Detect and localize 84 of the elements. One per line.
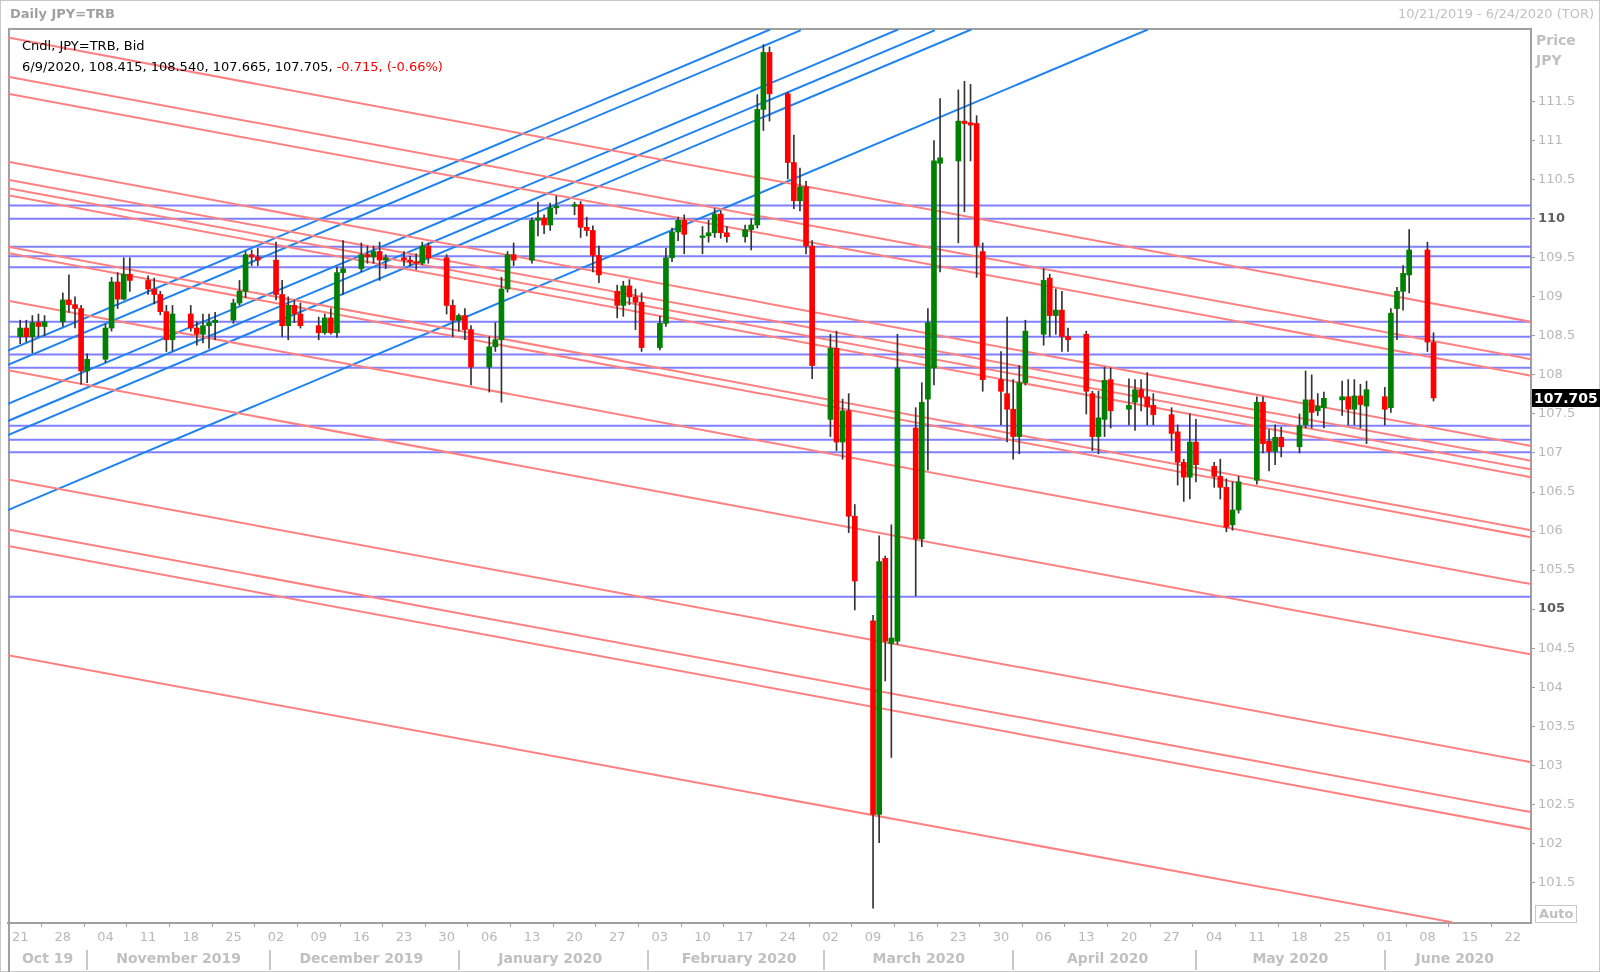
- x-tick-label: 08: [1419, 929, 1436, 945]
- x-tick-label: 23: [950, 929, 967, 945]
- x-tick-label: 06: [1035, 929, 1052, 945]
- x-tick-label: 11: [139, 929, 157, 945]
- x-tick-label: 30: [992, 929, 1010, 945]
- x-tick-label: 10: [694, 929, 711, 945]
- button: Auto: [1535, 905, 1578, 923]
- x-tick-label: 23: [395, 929, 413, 945]
- x-tick-label: 30: [438, 929, 455, 945]
- y-tick-label: 106.5: [1538, 483, 1576, 499]
- x-tick-label: 09: [310, 929, 327, 945]
- x-tick-label: 27: [1163, 929, 1180, 945]
- x2-tick-label: April 2020: [1067, 950, 1149, 967]
- y-tick-label: 102.5: [1538, 795, 1576, 811]
- x-tick-label: 02: [267, 929, 285, 945]
- y-tick-label: 108.5: [1538, 327, 1576, 343]
- y-tick-label: 102: [1538, 834, 1563, 850]
- y-tick-label: 104: [1538, 678, 1563, 694]
- x-tick-label: 22: [1504, 929, 1521, 945]
- y-tick-label: 109.5: [1538, 249, 1576, 265]
- y-tick-label: 105.5: [1538, 561, 1576, 577]
- candlestick: [1126, 378, 1132, 426]
- y-tick-label: 106: [1538, 522, 1563, 538]
- x-tick-label: 04: [1205, 929, 1223, 945]
- y-tick-label: 109: [1538, 288, 1563, 304]
- y-tick-label: 108: [1538, 366, 1563, 382]
- candlestick: [127, 257, 133, 292]
- x-tick-label: 18: [182, 929, 200, 945]
- x2-tick-label: June 2020: [1414, 950, 1495, 967]
- chart-title: Daily JPY=TRB: [10, 6, 115, 21]
- x-tick-label: 16: [353, 929, 370, 945]
- x-tick-label: 04: [97, 929, 114, 945]
- x2-tick-label: January 2020: [497, 950, 603, 967]
- candlestick: [1308, 374, 1315, 429]
- x2-tick-label: December 2019: [299, 950, 424, 967]
- x-tick-label: 02: [822, 929, 839, 945]
- x2-tick-label: May 2020: [1252, 950, 1329, 967]
- x-tick-label: 25: [225, 929, 242, 945]
- x-tick-label: 25: [1333, 929, 1351, 945]
- x-tick-label: 11: [1248, 929, 1266, 945]
- candlestick: [1052, 288, 1059, 335]
- y-tick-label: 107.5: [1538, 405, 1576, 421]
- x-tick-label: 18: [1291, 929, 1308, 945]
- annotation: 6/9/2020, 108.415, 108.540, 107.665, 107.705,: [22, 59, 333, 74]
- candlestick: [248, 249, 255, 266]
- x-tick-label: 20: [1120, 929, 1138, 945]
- x-tick-label: 03: [651, 929, 669, 945]
- x-tick-label: 13: [523, 929, 541, 945]
- y-tick-label: 111: [1538, 132, 1563, 148]
- x-tick-label: 17: [736, 929, 754, 945]
- y-tick-label: 104.5: [1538, 639, 1576, 655]
- x2-tick-label: March 2020: [872, 950, 966, 967]
- x-tick-label: 01: [1376, 929, 1394, 945]
- annotation: Cndl, JPY=TRB, Bid: [22, 38, 145, 54]
- x-tick-label: 28: [54, 929, 72, 945]
- x-tick-label: 21: [11, 929, 29, 945]
- x-tick-label: 06: [480, 929, 498, 945]
- x-tick-label: 20: [566, 929, 583, 945]
- x2-tick-label: Oct 19: [21, 950, 74, 967]
- x-tick-label: 13: [1078, 929, 1095, 945]
- x2-tick-label: November 2019: [116, 950, 241, 967]
- candlestick: [998, 351, 1004, 426]
- y-tick-label: 101.5: [1538, 873, 1576, 889]
- y-tick-label: 103: [1538, 756, 1563, 772]
- y-tick-label: 107: [1538, 444, 1563, 460]
- x2-tick-label: February 2020: [681, 950, 797, 967]
- candlestick: [194, 321, 200, 346]
- y-tick-label: 105: [1538, 600, 1566, 616]
- y-tick-label: 110: [1538, 210, 1566, 226]
- y-tick-label: 103.5: [1538, 717, 1576, 733]
- annotation: -0.715, (-0.66%): [336, 59, 443, 74]
- y-tick-label: 111.5: [1538, 92, 1576, 108]
- candlestick: [401, 251, 407, 266]
- y-axis-title: Price JPY: [1536, 31, 1577, 70]
- x-tick-label: 24: [779, 929, 797, 945]
- x-tick-label: 15: [1461, 929, 1479, 945]
- y-tick-label: 110.5: [1538, 171, 1576, 187]
- text: 107.705: [1534, 389, 1598, 406]
- x-tick-label: 27: [608, 929, 626, 945]
- x-tick-label: 16: [907, 929, 924, 945]
- candlestick: [1339, 380, 1345, 416]
- candlestick: [382, 254, 389, 270]
- chart-subtitle: 10/21/2019 - 6/24/2020 (TOR): [1397, 6, 1594, 21]
- x-tick-label: 09: [864, 929, 882, 945]
